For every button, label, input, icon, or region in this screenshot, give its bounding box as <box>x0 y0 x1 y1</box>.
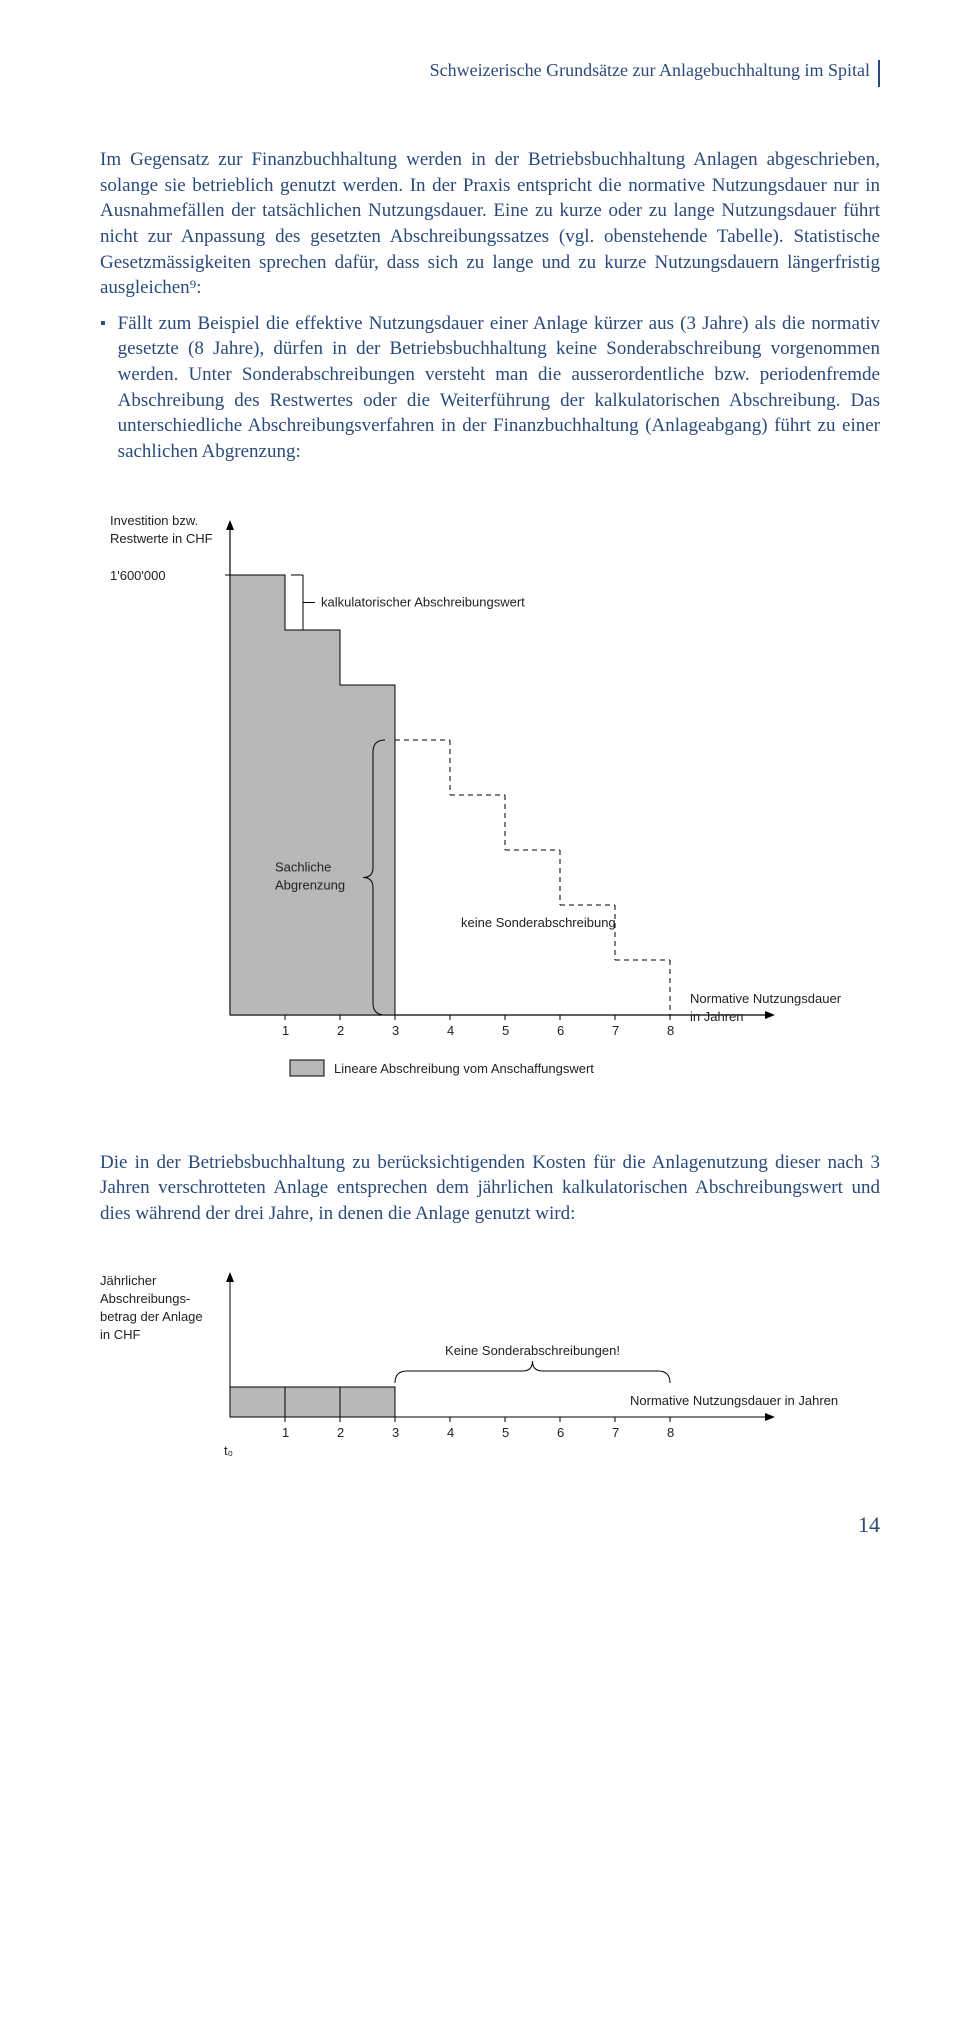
svg-text:Normative Nutzungsdauer in Jah: Normative Nutzungsdauer in Jahren <box>630 1393 838 1408</box>
svg-text:2: 2 <box>337 1023 344 1038</box>
svg-text:3: 3 <box>392 1425 399 1440</box>
svg-text:Keine Sonderabschreibungen!: Keine Sonderabschreibungen! <box>445 1343 620 1358</box>
svg-text:Jährlicher: Jährlicher <box>100 1273 157 1288</box>
svg-text:betrag der Anlage: betrag der Anlage <box>100 1309 203 1324</box>
svg-text:1'600'000: 1'600'000 <box>110 568 166 583</box>
svg-text:3: 3 <box>392 1023 399 1038</box>
svg-text:4: 4 <box>447 1023 454 1038</box>
svg-text:5: 5 <box>502 1425 509 1440</box>
page-number: 14 <box>100 1512 880 1538</box>
bullet-marker: ▪ <box>100 311 106 465</box>
svg-text:1: 1 <box>282 1425 289 1440</box>
depreciation-step-chart: Investition bzw. Restwerte in CHF 1'600'00… <box>100 495 880 1120</box>
svg-text:Abgrenzung: Abgrenzung <box>275 877 345 892</box>
svg-text:2: 2 <box>337 1425 344 1440</box>
svg-text:in Jahren: in Jahren <box>690 1009 743 1024</box>
svg-text:4: 4 <box>447 1425 454 1440</box>
svg-text:7: 7 <box>612 1425 619 1440</box>
svg-text:kalkulatorischer Abschreibungs: kalkulatorischer Abschreibungswert <box>321 594 525 609</box>
svg-text:t₀: t₀ <box>224 1443 233 1458</box>
paragraph-2: Die in der Betriebsbuchhaltung zu berück… <box>100 1150 880 1227</box>
svg-text:Lineare Abschreibung vom Ansch: Lineare Abschreibung vom Anschaffungswer… <box>334 1061 594 1076</box>
svg-text:1: 1 <box>282 1023 289 1038</box>
svg-text:7: 7 <box>612 1023 619 1038</box>
svg-text:Restwerte in CHF: Restwerte in CHF <box>110 531 213 546</box>
svg-text:5: 5 <box>502 1023 509 1038</box>
svg-text:6: 6 <box>557 1425 564 1440</box>
paragraph-1: Im Gegensatz zur Finanzbuchhaltung werde… <box>100 147 880 301</box>
bullet-text-1: Fällt zum Beispiel die effektive Nutzung… <box>118 311 880 465</box>
svg-text:8: 8 <box>667 1023 674 1038</box>
annual-depreciation-chart: Jährlicher Abschreibungs-betrag der Anlag… <box>100 1257 880 1482</box>
page-header: Schweizerische Grundsätze zur Anlagebuch… <box>100 60 880 87</box>
svg-text:Normative Nutzungsdauer: Normative Nutzungsdauer <box>690 991 842 1006</box>
svg-text:keine Sonderabschreibung: keine Sonderabschreibung <box>461 915 616 930</box>
svg-text:Sachliche: Sachliche <box>275 859 331 874</box>
svg-text:Investition bzw.: Investition bzw. <box>110 513 198 528</box>
svg-text:6: 6 <box>557 1023 564 1038</box>
svg-text:in CHF: in CHF <box>100 1327 141 1342</box>
svg-text:Abschreibungs-: Abschreibungs- <box>100 1291 190 1306</box>
bullet-item-1: ▪ Fällt zum Beispiel die effektive Nutzu… <box>100 311 880 465</box>
svg-text:8: 8 <box>667 1425 674 1440</box>
